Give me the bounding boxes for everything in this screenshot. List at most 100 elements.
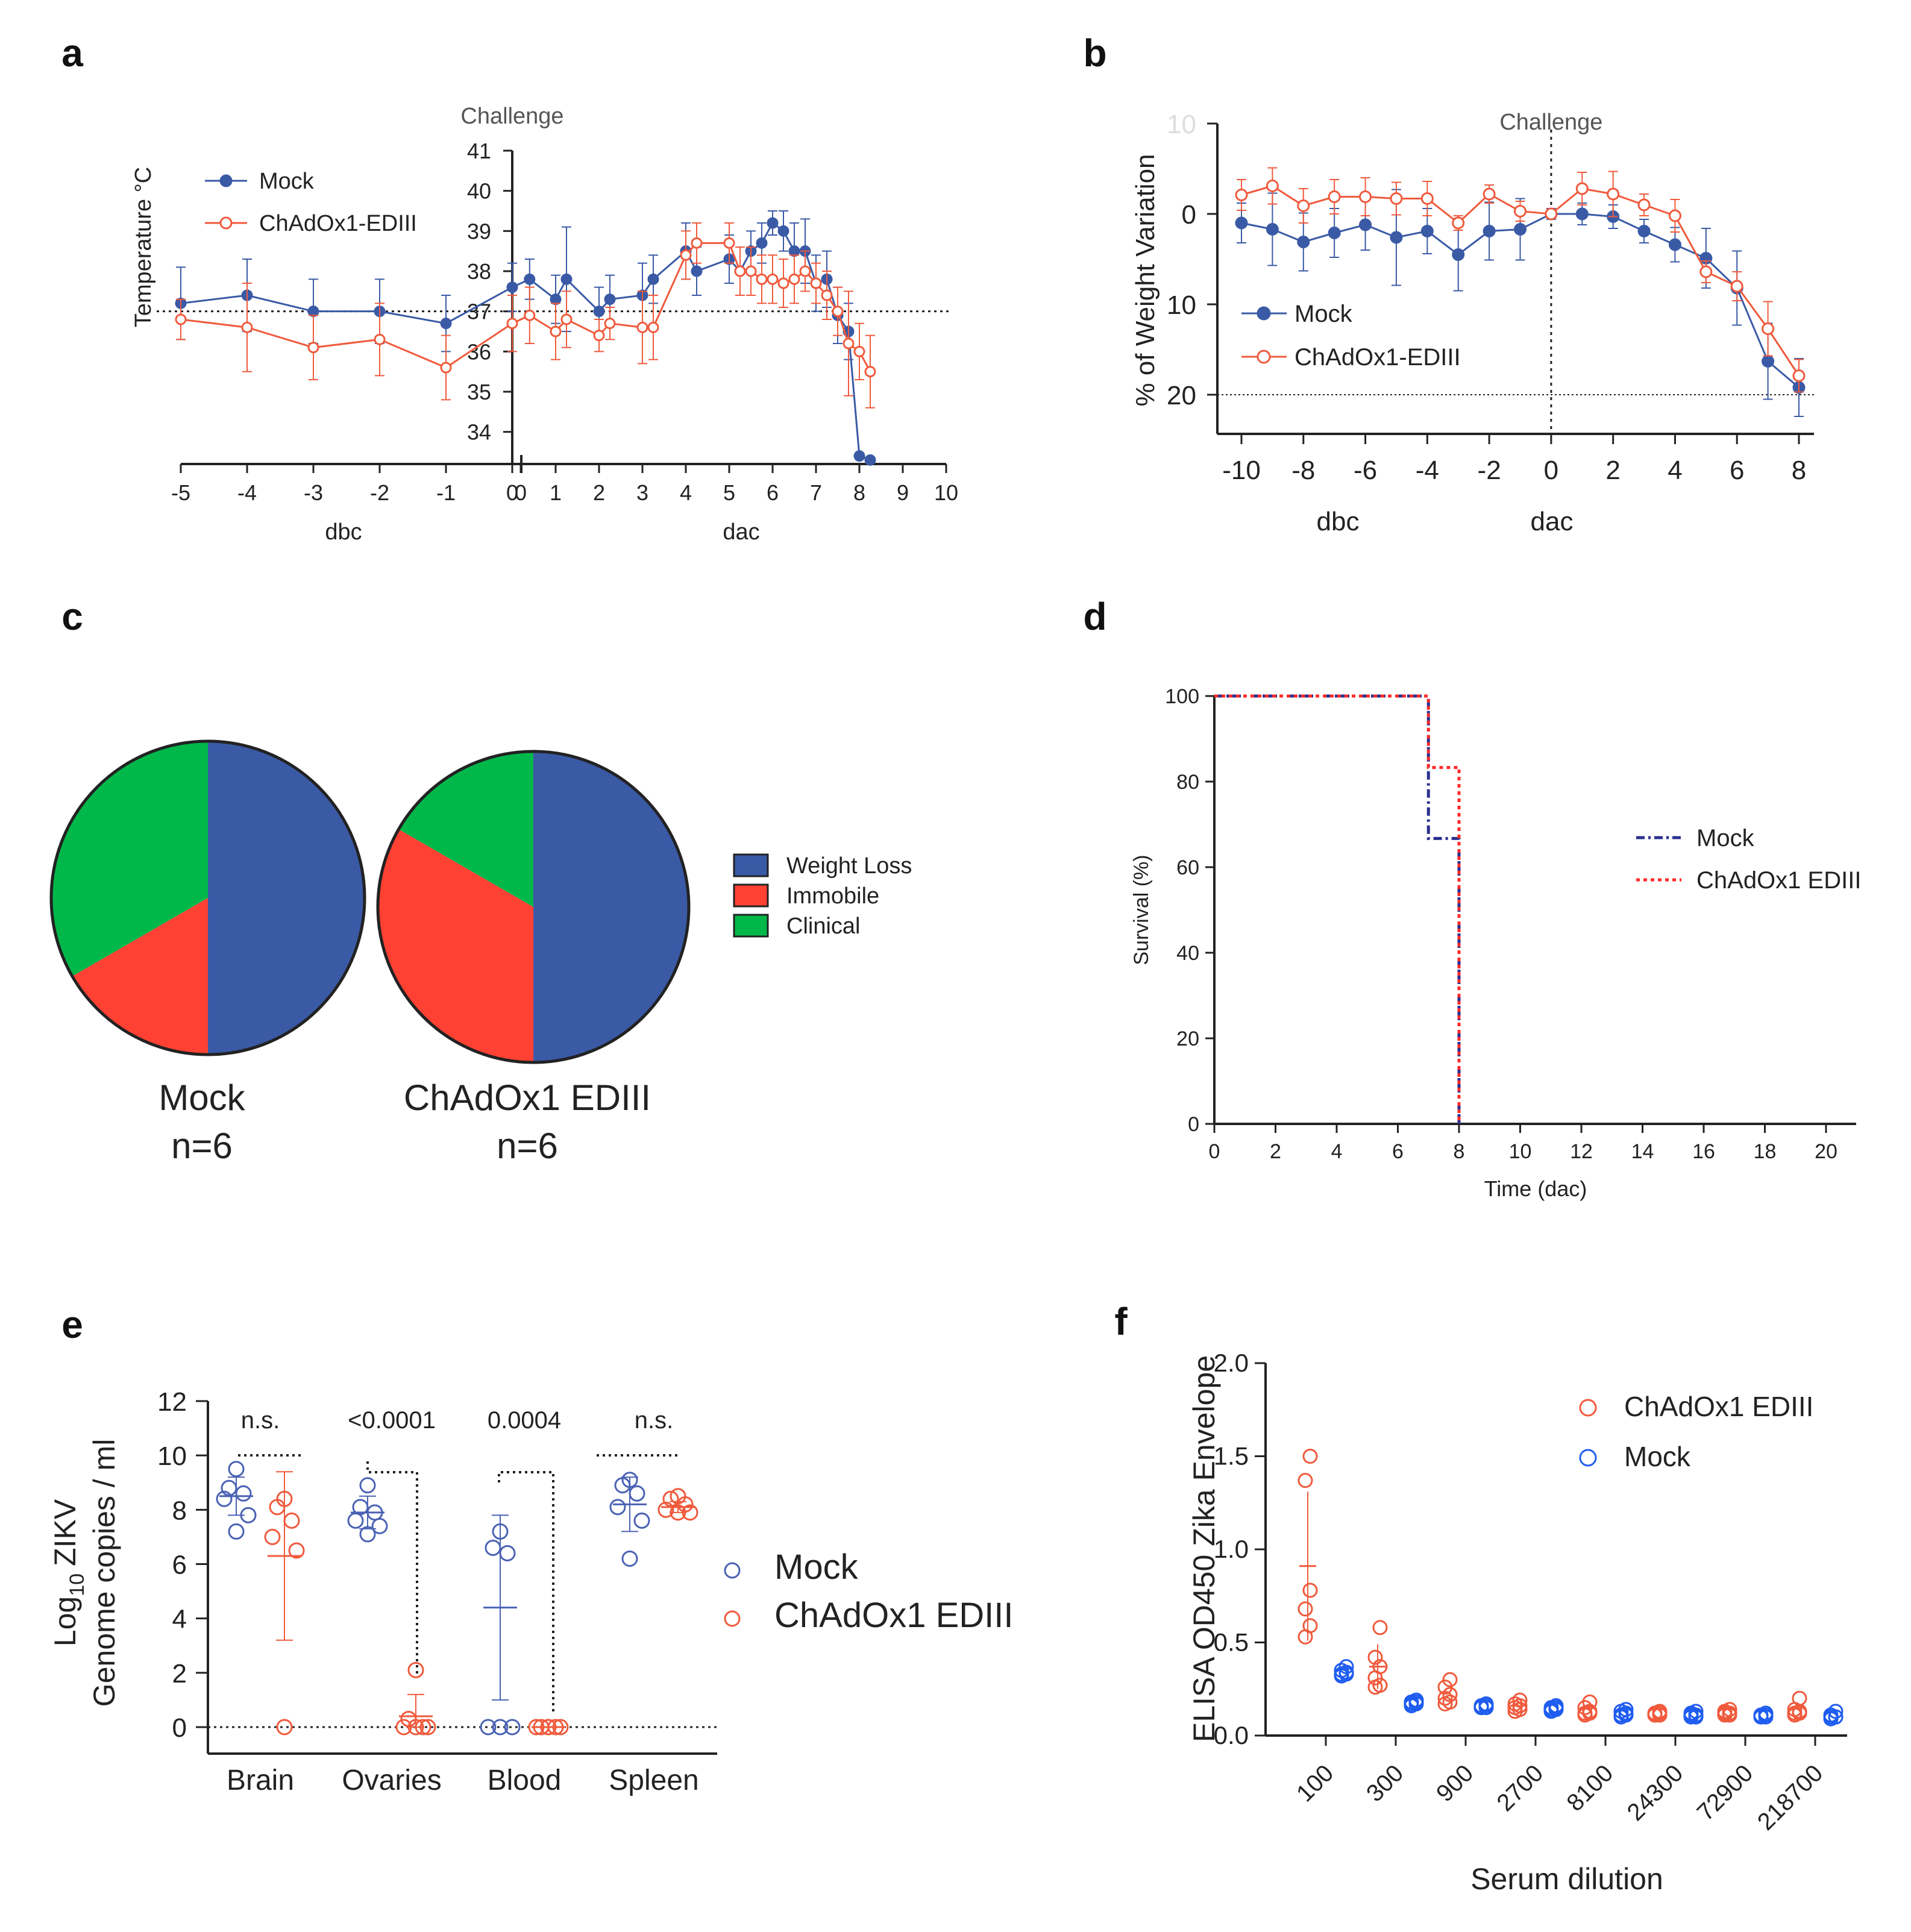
panel-e: e 0 2 4 6 8 10 12 Brain Ovaries Blood Spleen n.s. <0.…: [48, 1303, 1013, 1796]
data-point: [1372, 1620, 1388, 1636]
x-tick-label: -4: [237, 480, 257, 505]
data-point: [1266, 223, 1279, 236]
data-point: [374, 333, 386, 345]
x-axis-label: Serum dilution: [1470, 1862, 1663, 1896]
x-axis-label-dbc: dbc: [1317, 507, 1360, 536]
category-label: 2700: [1492, 1760, 1548, 1816]
x-tick-label: 4: [1331, 1140, 1343, 1163]
x-tick-label: 6: [767, 480, 779, 505]
pie-n-label: n=6: [171, 1126, 233, 1166]
legend-marker: [1579, 1399, 1597, 1417]
data-point: [440, 362, 452, 374]
data-point: [1266, 180, 1279, 192]
data-point: [216, 1490, 233, 1507]
data-point: [1302, 1449, 1318, 1464]
data-point: [1338, 1659, 1354, 1675]
data-point: [235, 1485, 252, 1502]
data-point: [1367, 1670, 1383, 1686]
category-label: Brain: [227, 1764, 294, 1796]
x-tick-label: 10: [934, 480, 958, 505]
y-tick-label: 2: [172, 1659, 187, 1689]
x-tick-label: 12: [1570, 1140, 1593, 1163]
data-point: [810, 277, 822, 289]
data-point: [647, 273, 659, 285]
x-tick-label: 18: [1754, 1140, 1777, 1163]
y-tick-label: 0: [1188, 1113, 1199, 1136]
pie-outline: [49, 739, 366, 1056]
legend-label: Weight Loss: [786, 853, 912, 879]
data-point: [550, 293, 562, 306]
x-tick-label: 3: [636, 480, 648, 505]
y-tick-label: 1.0: [1214, 1535, 1249, 1563]
pie-n-label: n=6: [497, 1126, 558, 1166]
pie-slice: [208, 741, 365, 1055]
legend-label: ChAdOx1 EDIII: [1624, 1391, 1813, 1422]
data-point: [492, 1719, 509, 1736]
y-tick-label: 39: [467, 219, 491, 243]
data-point: [657, 1501, 674, 1518]
data-point: [307, 306, 319, 318]
challenge-label: Challenge: [460, 104, 563, 129]
data-point: [1787, 1707, 1803, 1723]
data-point: [440, 318, 452, 330]
category-label: Ovaries: [342, 1764, 441, 1796]
data-point: [604, 293, 616, 306]
data-point: [723, 237, 735, 249]
panel-c: c Mock n=6 ChAdOx1 EDIII n=6 Weight Loss Immob…: [49, 595, 912, 1166]
data-point: [1647, 1707, 1663, 1723]
data-point: [1328, 190, 1341, 203]
data-point: [175, 313, 187, 325]
legend-label: Mock: [1696, 825, 1755, 852]
data-point: [1762, 355, 1775, 368]
data-point: [691, 237, 703, 249]
legend-label: Mock: [259, 169, 315, 194]
x-tick-label: -6: [1354, 456, 1377, 485]
x-tick-label: 10: [1509, 1140, 1532, 1163]
data-point: [821, 289, 833, 301]
data-point: [788, 273, 800, 285]
data-point: [1235, 189, 1248, 201]
legend-label: Immobile: [786, 883, 879, 909]
y-tick-label: 60: [1176, 856, 1199, 879]
data-point: [767, 217, 779, 229]
data-point: [1390, 192, 1403, 205]
y-tick-label: 4: [172, 1605, 187, 1634]
y-axis-label: ELISA OD450 Zika Envelope: [1187, 1355, 1221, 1742]
challenge-label: Challenge: [1499, 110, 1602, 135]
data-point: [691, 265, 703, 277]
data-point: [228, 1461, 245, 1478]
category-label: 72900: [1692, 1760, 1759, 1826]
data-point: [407, 1661, 424, 1678]
data-point: [307, 342, 319, 354]
y-tick-label: 6: [172, 1551, 187, 1580]
category-label: 218700: [1753, 1760, 1828, 1836]
y-axis-label: % of Weight Variation: [1131, 154, 1160, 406]
data-point: [864, 366, 876, 378]
x-tick-label: 5: [723, 480, 735, 505]
panel-b: b Challenge 10 0 10 20 -10 -8 -6 -4 -2 0 2 4 6 8 dbc dac%…: [1083, 31, 1814, 536]
data-point: [756, 273, 768, 285]
data-point: [359, 1477, 376, 1494]
category-label: Blood: [488, 1764, 562, 1796]
data-point: [1359, 218, 1372, 231]
data-point: [1367, 1680, 1383, 1695]
legend-marker: [1579, 1449, 1597, 1467]
y-label-virus: ZIKV: [48, 1499, 82, 1566]
data-point: [767, 273, 779, 285]
y-tick-label: 20: [1176, 1027, 1199, 1050]
legend-label: Mock: [1624, 1441, 1691, 1472]
survival-curve-0: [1214, 694, 1461, 1124]
x-axis-label-dac: dac: [1531, 507, 1574, 536]
data-point: [1420, 225, 1434, 237]
data-point: [1367, 1649, 1383, 1665]
data-point: [853, 345, 865, 357]
panel-letter-f: f: [1114, 1300, 1128, 1343]
data-point: [1298, 1629, 1313, 1645]
x-tick-label: 20: [1815, 1140, 1837, 1163]
legend-label: ChAdOx1 EDIII: [774, 1596, 1013, 1635]
data-point: [1297, 236, 1310, 248]
y-label-sub: 10: [66, 1573, 89, 1596]
data-point: [276, 1719, 293, 1736]
y-axis-label: Temperature °C: [131, 167, 156, 328]
